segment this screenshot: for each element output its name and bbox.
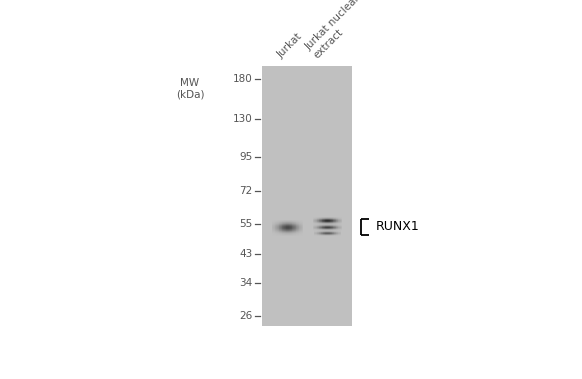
- Text: 26: 26: [239, 311, 252, 321]
- Bar: [262, 66, 353, 326]
- Text: 72: 72: [239, 186, 252, 196]
- Text: Jurkat nuclear
extract: Jurkat nuclear extract: [303, 0, 370, 60]
- Text: 43: 43: [239, 249, 252, 259]
- Text: 34: 34: [239, 278, 252, 288]
- Text: Jurkat: Jurkat: [275, 31, 304, 60]
- Text: 95: 95: [239, 152, 252, 162]
- Text: 180: 180: [233, 74, 252, 84]
- Text: RUNX1: RUNX1: [375, 220, 419, 233]
- Text: MW
(kDa): MW (kDa): [176, 78, 204, 99]
- Text: 55: 55: [239, 219, 252, 229]
- Text: 130: 130: [233, 114, 252, 124]
